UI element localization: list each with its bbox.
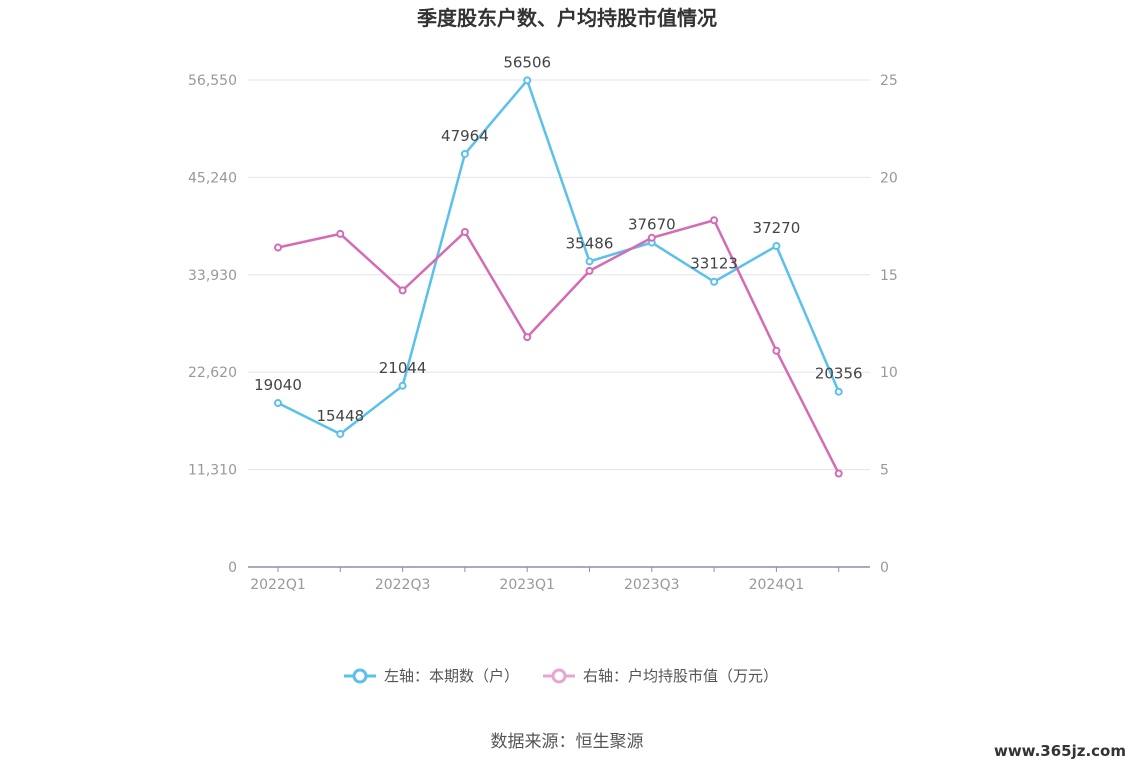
right-axis-tick-label: 25 [880, 73, 898, 89]
left-axis-tick-label: 22,620 [188, 365, 237, 381]
left-axis-tick-label: 56,550 [188, 73, 237, 89]
series-layer [274, 76, 843, 478]
data-point-left [523, 76, 532, 85]
data-point-right [772, 346, 781, 355]
right-axis-tick-label: 15 [880, 268, 898, 284]
legend-label-left: 左轴：本期数（户） [384, 667, 519, 685]
legend-marker-left [352, 668, 368, 684]
data-point-right [710, 216, 719, 225]
left-axis-tick-label: 45,240 [188, 170, 237, 186]
data-point-right [834, 469, 843, 478]
x-axis-tick-label: 2023Q1 [499, 577, 555, 593]
legend-marker-right [551, 668, 567, 684]
data-point-right [523, 333, 532, 342]
data-point-right [647, 233, 656, 242]
data-point-right [274, 243, 282, 252]
data-point-left [772, 242, 781, 251]
x-axis-tick-label: 2022Q1 [250, 577, 306, 593]
data-point-left [336, 429, 345, 438]
left-axis-tick-label: 11,310 [188, 463, 237, 479]
data-point-right [398, 286, 407, 295]
data-label: 21044 [379, 359, 427, 377]
data-label: 19040 [254, 376, 302, 394]
right-axis-tick-label: 10 [880, 365, 898, 381]
data-point-left [460, 149, 469, 158]
data-point-right [585, 266, 594, 275]
x-axis-tick-label: 2023Q3 [624, 577, 680, 593]
axes: 0 0 11,310 5 22,620 10 33,930 15 45,240 20 56,550 2… [188, 73, 898, 593]
data-label: 15448 [316, 407, 364, 425]
data-label: 35486 [566, 234, 614, 252]
right-axis-tick-label: 5 [880, 463, 889, 479]
left-axis-tick-label: 0 [228, 560, 237, 576]
data-labels: 19040 15448 21044 47964 56506 35486 37670 33123… [254, 53, 862, 425]
data-point-left [834, 387, 843, 396]
data-label: 33123 [690, 255, 738, 273]
chart-title: 季度股东户数、户均持股市值情况 [416, 6, 717, 30]
data-label: 56506 [503, 53, 551, 71]
series-line-right [277, 219, 840, 475]
data-point-right [336, 229, 345, 238]
watermark: www.365jz.com [994, 742, 1126, 760]
legend[interactable]: 左轴：本期数（户） 右轴：户均持股市值（万元） [344, 667, 778, 685]
data-point-left [585, 257, 594, 266]
data-point-left [274, 399, 282, 408]
x-axis-tick-label: 2022Q3 [375, 577, 431, 593]
data-label: 37270 [753, 219, 801, 237]
right-axis-tick-label: 0 [880, 560, 889, 576]
series-line-left [277, 79, 840, 436]
source-note: 数据来源：恒生聚源 [491, 732, 644, 752]
data-label: 47964 [441, 127, 489, 145]
x-axis-tick-label: 2024Q1 [749, 577, 805, 593]
data-point-right [460, 227, 469, 236]
legend-label-right: 右轴：户均持股市值（万元） [583, 667, 778, 685]
data-label: 37670 [628, 216, 676, 234]
legend-item-right[interactable]: 右轴：户均持股市值（万元） [543, 667, 778, 685]
data-point-left [710, 277, 719, 286]
right-axis-tick-label: 20 [880, 170, 898, 186]
left-axis-tick-label: 33,930 [188, 268, 237, 284]
grid-lines [248, 79, 870, 471]
data-point-left [398, 381, 407, 390]
legend-item-left[interactable]: 左轴：本期数（户） [344, 667, 519, 685]
data-label: 20356 [815, 365, 863, 383]
